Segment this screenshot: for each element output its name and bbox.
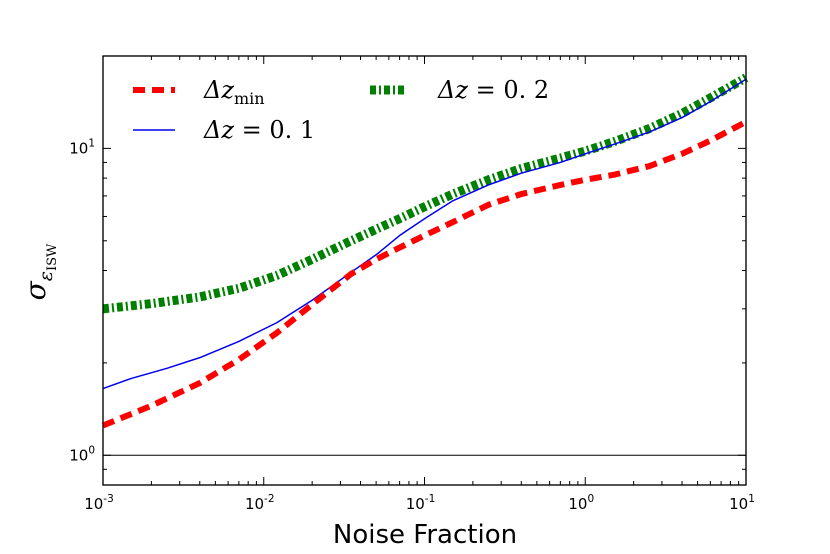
x-tick-label: 10-1 — [406, 493, 436, 513]
legend-label-dz-02-base: Δz — [437, 76, 468, 104]
y-tick-label-exp: 1 — [88, 137, 95, 149]
x-tick-label-exp: 1 — [748, 493, 755, 505]
legend-label-dz-02-eq: = 0. 2 — [468, 76, 549, 104]
y-tick-label-exp: 0 — [88, 444, 95, 456]
svg-text:σεISW: σεISW — [19, 243, 60, 300]
x-tick-label-base: 10 — [568, 495, 587, 513]
x-tick-label-exp: -3 — [103, 493, 113, 505]
x-tick-label-base: 10 — [84, 495, 103, 513]
legend-label-dz-01-eq: = 0. 1 — [234, 116, 315, 144]
y-axis-label-sub: ε — [35, 271, 57, 281]
y-tick-label-base: 10 — [69, 446, 88, 464]
x-tick-label: 101 — [729, 493, 755, 513]
y-axis-label: σεISW — [19, 243, 60, 300]
y-axis-label-subsub: ISW — [45, 243, 60, 271]
series-layer — [101, 73, 749, 429]
x-tick-label-base: 10 — [729, 495, 748, 513]
legend: Δzmin Δz = 0. 1 Δz = 0. 2 — [133, 76, 549, 144]
legend-label-dz-min-sub: min — [234, 89, 265, 108]
y-tick-label: 101 — [69, 137, 95, 157]
legend-label-dz-min: Δzmin — [203, 76, 265, 108]
series-line-0 — [101, 119, 748, 429]
x-tick-label-base: 10 — [245, 495, 264, 513]
x-axis-label: Noise Fraction — [333, 520, 517, 550]
series-line-2 — [102, 73, 749, 314]
x-tick-label-base: 10 — [406, 495, 425, 513]
axis-ticks — [102, 55, 746, 486]
y-tick-label-base: 10 — [69, 139, 88, 157]
plot-area — [102, 55, 747, 486]
plot-frame — [102, 55, 747, 486]
legend-label-dz-02: Δz = 0. 2 — [437, 76, 549, 104]
legend-label-dz-min-base: Δz — [203, 76, 234, 104]
x-tick-label-exp: 0 — [587, 493, 594, 505]
series-line-1 — [102, 78, 747, 390]
y-tick-label: 100 — [69, 444, 95, 464]
x-tick-label: 100 — [568, 493, 594, 513]
x-tick-label-exp: -2 — [264, 493, 274, 505]
legend-label-dz-01-base: Δz — [203, 116, 234, 144]
legend-label-dz-01: Δz = 0. 1 — [203, 116, 315, 144]
x-tick-label-exp: -1 — [425, 493, 435, 505]
x-tick-label: 10-2 — [245, 493, 275, 513]
x-tick-label: 10-3 — [84, 493, 114, 513]
y-axis-label-base: σ — [19, 280, 52, 300]
